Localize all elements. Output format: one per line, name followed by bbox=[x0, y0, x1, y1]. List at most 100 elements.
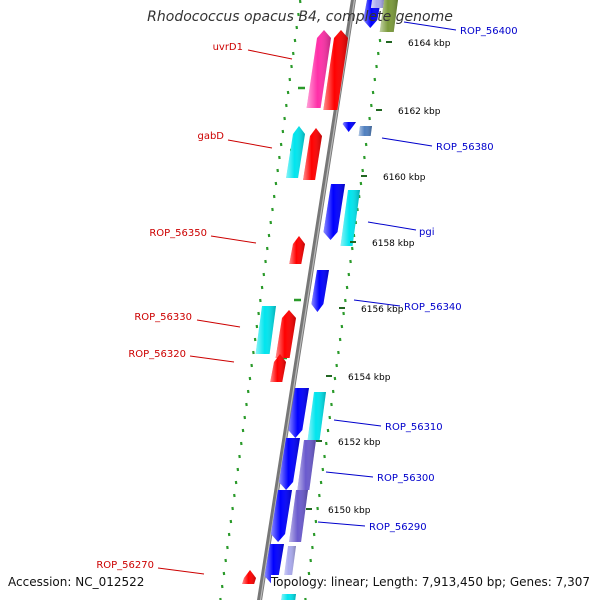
gene-label-text: ROP_56290 bbox=[369, 522, 427, 533]
gene-shading bbox=[379, 0, 398, 32]
gene-shading bbox=[297, 440, 316, 490]
gene-rop56300-violet bbox=[297, 440, 316, 490]
backbone-highlight bbox=[259, 0, 356, 600]
gene-label-text: ROP_56300 bbox=[377, 473, 435, 484]
label-leader-line bbox=[325, 471, 374, 478]
gene-label-text: ROP_56310 bbox=[385, 422, 443, 433]
gene-label-left: gabD bbox=[197, 131, 273, 149]
gene-shading bbox=[342, 122, 356, 132]
gene-shading bbox=[271, 490, 292, 542]
gene-rop56340 bbox=[311, 270, 329, 312]
scale-ticks-layer: 6164 kbp 6162 kbp 6160 kbp 6158 kbp 6156 kbp… bbox=[306, 39, 451, 516]
label-leader-line bbox=[227, 139, 273, 149]
scale-tick-label: 6150 kbp bbox=[328, 506, 371, 516]
scale-tick-label: 6156 kbp bbox=[361, 305, 404, 315]
gene-label-right: ROP_56380 bbox=[381, 137, 494, 153]
gene-shading bbox=[264, 544, 284, 584]
gene-shading bbox=[288, 388, 309, 438]
gene-label-text: pgi bbox=[419, 227, 434, 238]
gene-label-left: ROP_56270 bbox=[96, 560, 205, 575]
gene-olive-block bbox=[379, 0, 398, 32]
label-leader-line bbox=[210, 235, 257, 244]
gene-shading bbox=[275, 310, 296, 358]
label-leader-line bbox=[247, 49, 293, 60]
gene-rop56330-red bbox=[275, 310, 296, 358]
gene-shading bbox=[311, 270, 329, 312]
gene-rop56350 bbox=[289, 236, 305, 264]
gene-shading bbox=[270, 354, 286, 382]
accession-text: Accession: NC_012522 bbox=[8, 575, 145, 589]
label-leader-line bbox=[353, 299, 401, 307]
label-leader-line bbox=[403, 21, 457, 31]
gene-shading bbox=[255, 306, 276, 354]
gene-rop56330-cyan bbox=[255, 306, 276, 354]
gene-shading bbox=[289, 236, 305, 264]
gene-shading bbox=[370, 0, 384, 8]
label-leader-line bbox=[317, 521, 366, 527]
gene-shading bbox=[307, 392, 326, 440]
gene-gabd-red bbox=[303, 128, 322, 180]
topology-text: Topology: linear; Length: 7,913,450 bp; … bbox=[270, 575, 590, 589]
label-leader-line bbox=[189, 355, 235, 363]
scale-tick-label: 6158 kbp bbox=[372, 239, 415, 249]
gene-pgi-blue bbox=[323, 184, 345, 240]
gene-label-left: ROP_56320 bbox=[128, 349, 235, 363]
gene-label-left: uvrD1 bbox=[213, 42, 293, 60]
gene-label-left: ROP_56350 bbox=[149, 228, 257, 244]
gene-label-text: ROP_56340 bbox=[404, 302, 462, 313]
gene-shading bbox=[340, 190, 360, 246]
gene-label-right: ROP_56400 bbox=[403, 21, 518, 37]
gene-bottom-blue bbox=[264, 544, 284, 584]
gene-rop56270 bbox=[242, 570, 256, 584]
gene-uvrd1-red bbox=[323, 30, 348, 110]
gene-label-text: gabD bbox=[197, 131, 224, 142]
scale-tick-label: 6152 kbp bbox=[338, 438, 381, 448]
gene-features-layer bbox=[242, 0, 398, 600]
gene-label-text: ROP_56270 bbox=[96, 560, 154, 571]
gene-label-right: ROP_56310 bbox=[333, 419, 443, 433]
gene-labels-layer: uvrD1 gabD ROP_56350 ROP_56330 ROP_56320 ROP_… bbox=[96, 21, 518, 575]
gene-gabd-cyan bbox=[286, 126, 305, 178]
gene-shading bbox=[242, 570, 256, 584]
gene-shading bbox=[279, 438, 300, 490]
genome-title: Rhodococcus opacus B4, complete genome bbox=[147, 9, 453, 25]
gene-label-text: ROP_56330 bbox=[134, 312, 192, 323]
gene-rop56380-block bbox=[358, 126, 372, 136]
gene-shading bbox=[306, 30, 331, 108]
gene-pale-block bbox=[370, 0, 384, 8]
gene-rop56300-blue bbox=[279, 438, 300, 490]
label-leader-line bbox=[367, 221, 417, 231]
gene-label-right: ROP_56300 bbox=[325, 471, 435, 484]
scale-tick-label: 6164 kbp bbox=[408, 39, 451, 49]
label-leader-line bbox=[157, 567, 205, 575]
gene-pgi-cyan bbox=[340, 190, 360, 246]
gene-rop56290-blue bbox=[271, 490, 292, 542]
gene-shading bbox=[286, 126, 305, 178]
label-leader-line bbox=[196, 319, 241, 328]
scale-tick-label: 6162 kbp bbox=[398, 107, 441, 117]
gene-shading bbox=[281, 594, 296, 600]
gene-label-text: ROP_56320 bbox=[128, 349, 186, 360]
gene-shading bbox=[358, 126, 372, 136]
gene-label-right: ROP_56290 bbox=[317, 521, 427, 533]
gene-shading bbox=[323, 184, 345, 240]
gene-rop56310-blue bbox=[288, 388, 309, 438]
gene-shading bbox=[303, 128, 322, 180]
gene-rop56310-cyan bbox=[307, 392, 326, 440]
gene-label-text: ROP_56400 bbox=[460, 26, 518, 37]
scale-tick-label: 6160 kbp bbox=[383, 173, 426, 183]
gene-label-left: ROP_56330 bbox=[134, 312, 241, 328]
gene-uvrd1-magenta bbox=[306, 30, 331, 108]
gene-shading bbox=[323, 30, 348, 110]
gene-rop56290-violet bbox=[289, 490, 308, 542]
gene-rop56380-arrow bbox=[342, 122, 356, 132]
gene-label-text: ROP_56350 bbox=[149, 228, 207, 239]
gene-bottom-cyan bbox=[281, 594, 296, 600]
ring-dots-left bbox=[219, 0, 302, 600]
gene-rop56320 bbox=[270, 354, 286, 382]
gene-label-text: ROP_56380 bbox=[436, 142, 494, 153]
scale-tick-label: 6154 kbp bbox=[348, 373, 391, 383]
gene-label-right: ROP_56340 bbox=[353, 299, 462, 313]
